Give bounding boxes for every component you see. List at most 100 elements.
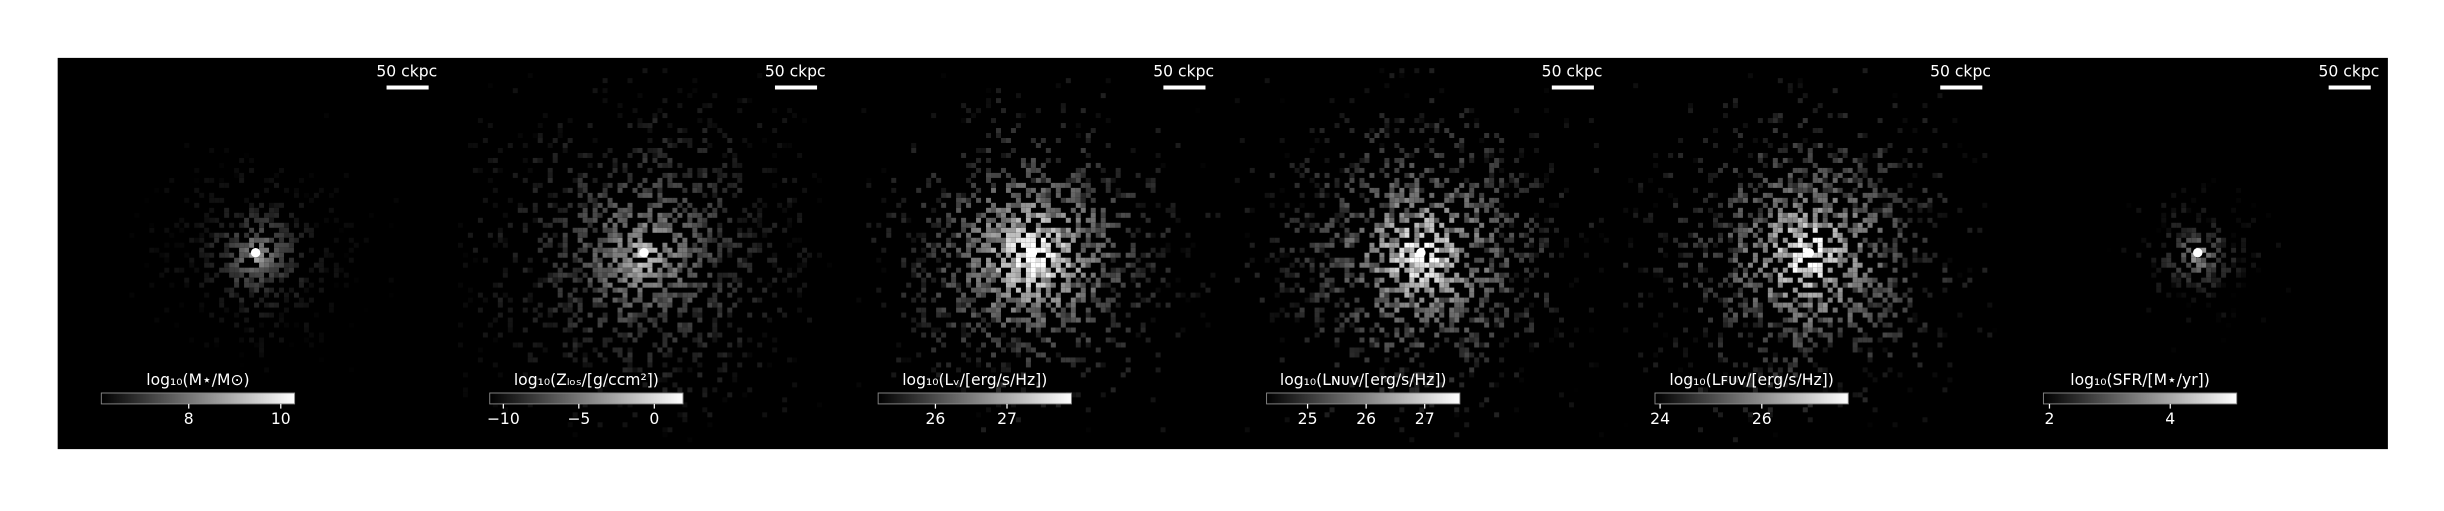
- pixel: [991, 207, 996, 213]
- pixel: [1010, 402, 1016, 408]
- pixel: [283, 242, 289, 248]
- pixel: [1145, 232, 1151, 238]
- pixel: [1314, 247, 1320, 253]
- pixel: [522, 297, 528, 303]
- pixel: [1399, 68, 1405, 74]
- pixel: [1937, 172, 1943, 178]
- pixel: [667, 262, 673, 268]
- pixel: [1409, 272, 1415, 278]
- pixel: [1837, 232, 1843, 238]
- pixel: [1279, 138, 1285, 143]
- pixel: [976, 157, 982, 163]
- pixel: [1110, 242, 1116, 248]
- pixel: [1294, 227, 1300, 233]
- pixel: [1000, 207, 1006, 213]
- pixel: [1015, 342, 1021, 348]
- pixel: [333, 262, 339, 268]
- pixel: [632, 317, 638, 323]
- pixel: [1369, 138, 1375, 143]
- pixel: [946, 322, 952, 328]
- pixel: [1040, 257, 1046, 263]
- pixel: [1424, 312, 1430, 318]
- pixel: [1424, 382, 1430, 388]
- pixel: [995, 402, 1001, 408]
- pixel: [1095, 232, 1101, 238]
- pixel: [1259, 297, 1265, 303]
- pixel: [562, 307, 568, 313]
- pixel: [1822, 332, 1828, 338]
- pixel: [1035, 327, 1041, 333]
- pixel: [1035, 382, 1041, 388]
- pixel: [1000, 217, 1006, 223]
- pixel: [1439, 257, 1445, 263]
- pixel: [259, 257, 265, 263]
- pixel: [1802, 292, 1808, 298]
- pixel: [1643, 367, 1649, 373]
- pixel: [732, 377, 738, 383]
- pixel: [677, 357, 683, 363]
- pixel: [1110, 297, 1116, 303]
- pixel: [1802, 138, 1808, 143]
- pixel: [976, 362, 982, 368]
- pixel: [2285, 287, 2291, 293]
- pixel: [1020, 157, 1026, 163]
- pixel: [1075, 277, 1081, 283]
- pixel: [1459, 337, 1465, 343]
- pixel: [572, 412, 578, 418]
- pixel: [1822, 212, 1828, 218]
- pixel: [607, 237, 613, 243]
- pixel: [1075, 227, 1081, 233]
- pixel: [2206, 182, 2212, 188]
- pixel: [1349, 262, 1355, 268]
- pixel: [637, 332, 643, 338]
- pixel: [722, 133, 728, 139]
- pixel: [1469, 372, 1475, 378]
- pixel: [512, 257, 518, 263]
- pixel: [1872, 322, 1878, 328]
- pixel: [762, 167, 768, 173]
- pixel: [2206, 272, 2212, 278]
- pixel: [1737, 192, 1743, 198]
- pixel: [1379, 202, 1385, 208]
- pixel: [1643, 267, 1649, 273]
- pixel: [981, 427, 987, 433]
- pixel: [617, 262, 623, 268]
- pixel: [767, 257, 773, 263]
- pixel: [1414, 147, 1420, 153]
- pixel: [966, 357, 972, 363]
- pixel: [1110, 267, 1116, 273]
- pixel: [2236, 257, 2242, 263]
- pixel: [1140, 252, 1146, 258]
- pixel: [682, 257, 688, 263]
- pixel: [1359, 277, 1365, 283]
- pixel: [1095, 247, 1101, 253]
- pixel: [677, 262, 683, 268]
- pixel: [1035, 192, 1041, 198]
- pixel: [497, 302, 503, 308]
- pixel: [1862, 152, 1868, 158]
- pixel: [219, 182, 225, 188]
- pixel: [1100, 282, 1106, 288]
- pixel: [303, 322, 309, 328]
- pixel: [547, 142, 553, 148]
- pixel: [617, 352, 623, 358]
- pixel: [2171, 222, 2177, 228]
- pixel: [239, 222, 245, 228]
- pixel: [259, 277, 265, 283]
- pixel: [762, 312, 768, 318]
- core: [1027, 248, 1038, 258]
- pixel: [303, 287, 309, 293]
- pixel: [1762, 217, 1768, 223]
- pixel: [1782, 142, 1788, 148]
- pixel: [224, 207, 230, 213]
- pixel: [792, 237, 798, 243]
- pixel: [1449, 212, 1455, 218]
- pixel: [577, 317, 583, 323]
- pixel: [1757, 347, 1763, 353]
- pixel: [1369, 327, 1375, 333]
- pixel: [1777, 78, 1783, 84]
- pixel: [1772, 232, 1778, 238]
- pixel: [259, 202, 265, 208]
- pixel: [717, 307, 723, 313]
- pixel: [1867, 212, 1873, 218]
